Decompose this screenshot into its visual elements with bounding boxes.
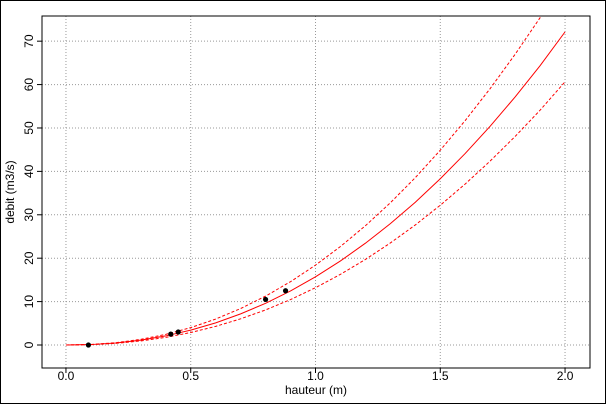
y-tick-label: 40 bbox=[22, 164, 36, 178]
x-tick-label: 0.0 bbox=[58, 369, 75, 383]
y-tick-label: 50 bbox=[22, 121, 36, 135]
y-tick-label: 10 bbox=[22, 295, 36, 309]
y-tick-label: 20 bbox=[22, 251, 36, 265]
plot-box bbox=[41, 15, 591, 369]
point bbox=[168, 331, 174, 337]
y-tick-label: 30 bbox=[22, 208, 36, 222]
curve bbox=[65, 16, 542, 346]
x-tick-label: 1.5 bbox=[432, 369, 449, 383]
y-tick-label: 0 bbox=[22, 341, 36, 348]
point bbox=[282, 288, 289, 294]
x-tick-label: 2.0 bbox=[557, 369, 574, 383]
curve bbox=[65, 31, 566, 346]
x-axis-label: hauteur (m) bbox=[285, 383, 347, 397]
point bbox=[175, 329, 181, 335]
y-tick-label: 60 bbox=[22, 78, 36, 92]
x-tick-label: 0.5 bbox=[182, 369, 199, 383]
plot-area bbox=[65, 16, 566, 348]
y-tick-label: 70 bbox=[22, 34, 36, 48]
x-tick-label: 1.0 bbox=[307, 369, 324, 383]
y-axis-label: debit (m3/s) bbox=[3, 160, 17, 223]
point bbox=[262, 296, 269, 303]
point bbox=[85, 342, 92, 348]
